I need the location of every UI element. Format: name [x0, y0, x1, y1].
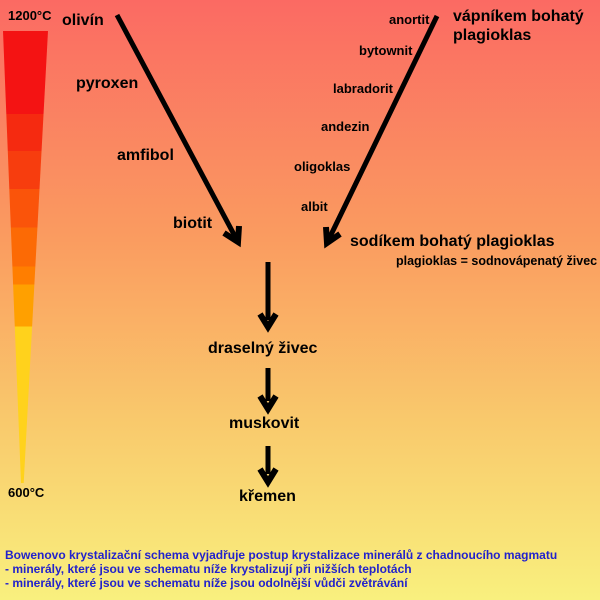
mineral-label-anortit: anortit — [389, 12, 430, 27]
left-branch-arrow — [114, 13, 242, 248]
plagioclase-note-label: plagioklas = sodnovápenatý živec — [396, 254, 598, 268]
mineral-label-labradorit: labradorit — [333, 81, 393, 96]
footer-description: Bowenovo krystalizační schema vyjadřuje … — [5, 548, 557, 590]
footer-line-1: Bowenovo krystalizační schema vyjadřuje … — [5, 548, 558, 562]
arrow-to-draselny-zivec — [257, 262, 279, 333]
mineral-label-olivin: olivín — [62, 12, 104, 29]
calcium-rich-plagioclase-label: vápníkem bohatý plagioklas — [453, 8, 584, 44]
right-branch-arrow — [323, 14, 440, 249]
sodium-rich-plagioclase-label: sodíkem bohatý plagioklas — [350, 233, 555, 250]
temperature-bottom-label: 600°C — [8, 485, 45, 500]
mineral-label-draselny-zivec: draselný živec — [208, 340, 318, 357]
arrow-to-kremen — [257, 446, 279, 488]
footer-line-3: - minerály, které jsou ve schematu níže … — [5, 576, 408, 590]
mineral-label-amfibol: amfibol — [117, 147, 174, 164]
temperature-top-label: 1200°C — [8, 8, 52, 23]
mineral-label-pyroxen: pyroxen — [76, 75, 139, 92]
mineral-label-kremen: křemen — [239, 488, 296, 505]
mineral-label-andezin: andezin — [321, 119, 370, 134]
arrow-to-muskovit — [257, 368, 279, 415]
mineral-label-muskovit: muskovit — [229, 415, 300, 432]
mineral-label-bytownit: bytownit — [359, 43, 413, 58]
mineral-label-biotit: biotit — [173, 215, 213, 232]
mineral-label-albit: albit — [301, 199, 328, 214]
mineral-label-oligoklas: oligoklas — [294, 159, 351, 174]
footer-line-2: - minerály, které jsou ve schematu níže … — [5, 562, 412, 576]
